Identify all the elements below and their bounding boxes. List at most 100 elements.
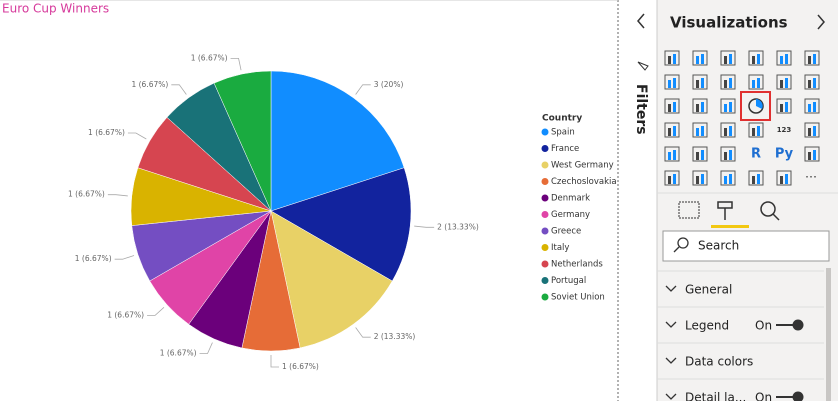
icon-shape [776,50,792,66]
visual-icon[interactable] [804,122,820,138]
filters-label[interactable]: Filters [633,84,649,135]
visual-icon[interactable] [776,50,792,66]
legend-label[interactable]: Netherlands [551,260,603,270]
visual-icon[interactable] [664,74,680,90]
visual-icon[interactable] [692,122,708,138]
icon-text: 123 [777,126,792,134]
leader-line [230,58,242,71]
section-label[interactable]: Detail la... [685,391,746,401]
icon-shape [701,174,704,184]
visual-icon[interactable] [748,98,764,114]
visual-icon[interactable] [804,146,820,162]
chevron[interactable] [665,285,677,292]
search-placeholder[interactable]: Search [698,239,739,253]
pane-title: Visualizations [670,14,788,32]
visual-icon[interactable]: 123 [777,126,792,134]
visual-icon[interactable] [664,98,680,114]
visual-icon[interactable] [692,146,708,162]
icon-shape [692,170,708,186]
chevron[interactable] [665,393,677,400]
scrollbar[interactable] [826,268,831,401]
icon-shape [785,78,788,88]
icon-shape [729,102,732,112]
visual-icon[interactable] [720,50,736,66]
leader-line [355,84,371,95]
visual-icon[interactable] [692,74,708,90]
visual-icon[interactable] [720,122,736,138]
format-tab[interactable] [717,201,733,220]
legend-marker [541,145,549,152]
visual-icon[interactable] [776,170,792,186]
chevron[interactable] [665,357,677,364]
icon-shape [729,126,732,136]
visual-icon[interactable] [748,122,764,138]
selected-highlight [740,91,771,121]
icon-shape [724,104,727,112]
data-label: 2 (13.33%) [437,222,479,231]
visual-icon[interactable] [692,50,708,66]
visual-icon[interactable] [664,146,680,162]
visual-icon[interactable]: R [751,147,761,162]
toggle-knob[interactable] [792,391,804,401]
expand-icon[interactable] [817,14,825,30]
filters-strip[interactable] [624,0,657,401]
section-label[interactable]: General [685,283,732,297]
visual-icon[interactable] [692,170,708,186]
chevron[interactable] [665,321,677,328]
legend-label[interactable]: West Germany [551,161,614,171]
visual-icon[interactable] [748,74,764,90]
pie-slice[interactable] [213,70,272,212]
icon-shape [664,98,680,114]
search-box[interactable] [662,230,830,262]
visual-icon[interactable] [748,170,764,186]
toggle-knob[interactable] [792,319,804,331]
leader-line [127,132,147,140]
legend-label[interactable]: France [551,144,579,154]
icon-shape [692,146,708,162]
legend-title: Country [542,114,582,124]
pie-slice[interactable] [270,167,412,282]
icon-shape [673,54,676,64]
visual-icon[interactable] [804,74,820,90]
legend-label[interactable]: Spain [551,128,575,138]
legend-label[interactable]: Greece [551,227,581,237]
visual-icon[interactable] [664,122,680,138]
legend-marker [541,277,549,284]
legend-label[interactable]: Portugal [551,276,586,286]
pie-slice[interactable] [270,210,393,349]
collapse-icon[interactable] [637,13,645,29]
analytics-tab[interactable] [760,201,780,221]
legend-marker [541,293,549,301]
icon-shape [696,80,699,88]
visual-icon[interactable] [720,146,736,162]
search-icon [673,246,680,253]
section-label[interactable]: Data colors [685,355,753,369]
pie-slice[interactable] [270,70,405,212]
visual-icon[interactable] [720,98,736,114]
section-label[interactable]: Legend [685,319,729,333]
visual-icon[interactable]: Py [775,147,794,162]
legend-label[interactable]: Soviet Union [551,293,605,303]
legend-label[interactable]: Germany [551,210,590,220]
icon-shape [776,170,792,186]
visual-icon[interactable] [776,98,792,114]
visual-icon[interactable] [692,98,708,114]
visual-icon[interactable]: ⋯ [805,170,817,184]
legend-label[interactable]: Denmark [551,194,590,204]
visual-icon[interactable] [776,74,792,90]
visual-icon[interactable] [664,50,680,66]
visual-icon[interactable] [720,170,736,186]
fields-tab[interactable] [678,201,700,219]
visual-icon[interactable] [804,98,820,114]
visual-icon[interactable] [804,50,820,66]
icon-shape [720,74,736,90]
icon-shape [804,98,820,114]
icon-shape [748,170,764,186]
icon-shape [804,146,820,162]
visual-icon[interactable] [720,74,736,90]
visual-icon[interactable] [664,170,680,186]
visual-icon[interactable] [748,50,764,66]
legend-label[interactable]: Italy [551,243,569,253]
legend-label[interactable]: Czechoslovakia [551,177,617,187]
search-icon [677,237,689,249]
